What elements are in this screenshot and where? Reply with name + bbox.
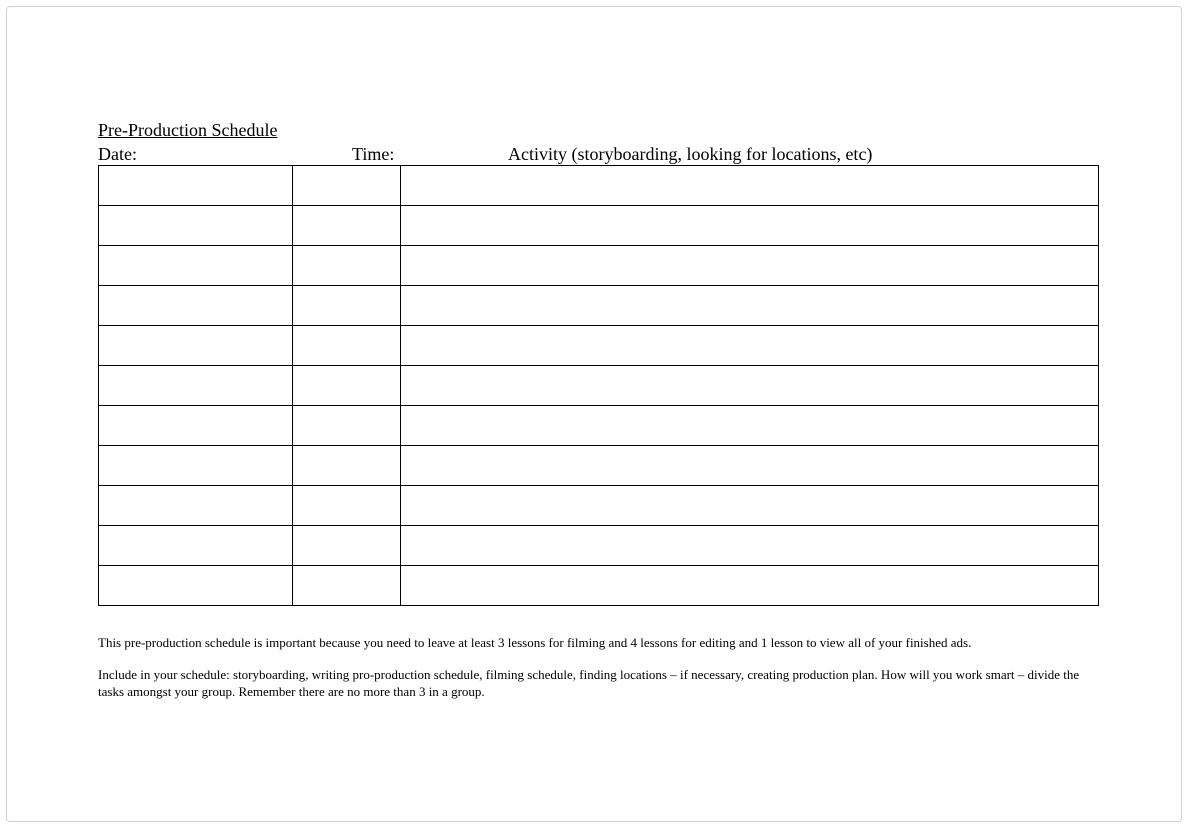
table-cell-time [293, 406, 401, 446]
table-cell-activity [401, 246, 1099, 286]
table-row [99, 566, 1099, 606]
table-cell-time [293, 566, 401, 606]
table-cell-activity [401, 326, 1099, 366]
table-cell-date [99, 406, 293, 446]
table-cell-activity [401, 366, 1099, 406]
table-cell-date [99, 446, 293, 486]
table-row [99, 366, 1099, 406]
table-cell-activity [401, 406, 1099, 446]
header-date: Date: [98, 143, 137, 165]
table-cell-date [99, 326, 293, 366]
table-row [99, 486, 1099, 526]
table-cell-date [99, 206, 293, 246]
table-cell-time [293, 486, 401, 526]
document-content: Pre-Production Schedule Date: Time: Acti… [98, 120, 1098, 715]
table-cell-activity [401, 486, 1099, 526]
table-cell-time [293, 286, 401, 326]
table-row [99, 406, 1099, 446]
notes-para-2: Include in your schedule: storyboarding,… [98, 666, 1098, 701]
table-cell-date [99, 166, 293, 206]
table-row [99, 286, 1099, 326]
table-cell-date [99, 246, 293, 286]
table-row [99, 446, 1099, 486]
table-cell-time [293, 206, 401, 246]
table-cell-activity [401, 166, 1099, 206]
table-cell-activity [401, 566, 1099, 606]
table-cell-time [293, 326, 401, 366]
header-time: Time: [352, 143, 394, 165]
table-cell-date [99, 286, 293, 326]
table-row [99, 526, 1099, 566]
document-title: Pre-Production Schedule [98, 120, 1098, 141]
schedule-table [98, 165, 1099, 606]
table-cell-activity [401, 206, 1099, 246]
table-row [99, 326, 1099, 366]
notes-para-1: This pre-production schedule is importan… [98, 634, 1098, 652]
table-cell-time [293, 446, 401, 486]
table-cell-date [99, 366, 293, 406]
schedule-table-body [99, 166, 1099, 606]
table-cell-date [99, 566, 293, 606]
table-cell-date [99, 526, 293, 566]
table-cell-time [293, 246, 401, 286]
table-cell-date [99, 486, 293, 526]
table-row [99, 206, 1099, 246]
table-cell-time [293, 366, 401, 406]
table-cell-time [293, 166, 401, 206]
notes-section: This pre-production schedule is importan… [98, 634, 1098, 701]
table-cell-activity [401, 526, 1099, 566]
column-headers-row: Date: Time: Activity (storyboarding, loo… [98, 143, 1098, 165]
table-cell-activity [401, 286, 1099, 326]
table-cell-time [293, 526, 401, 566]
table-cell-activity [401, 446, 1099, 486]
header-activity: Activity (storyboarding, looking for loc… [508, 143, 872, 165]
table-row [99, 246, 1099, 286]
table-row [99, 166, 1099, 206]
